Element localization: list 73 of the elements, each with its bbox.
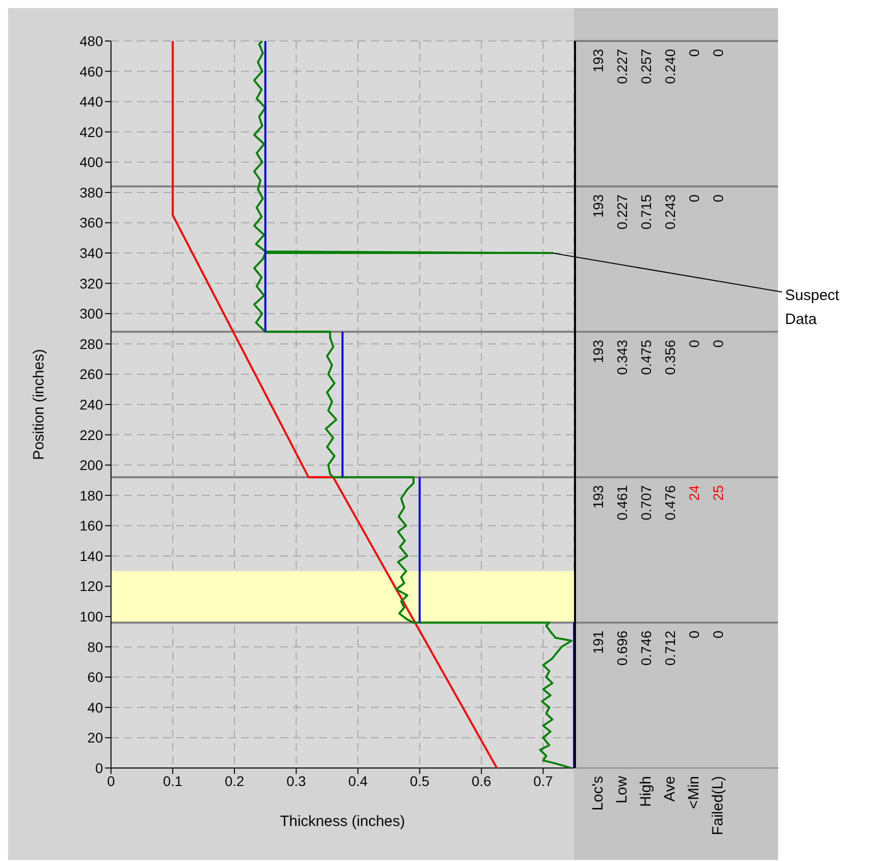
- text: 0.475: [638, 340, 654, 375]
- y-tick-label: 420: [80, 124, 104, 140]
- text: 0.343: [614, 340, 630, 375]
- y-tick-label: 80: [87, 638, 104, 655]
- y-tick-label: 260: [80, 366, 104, 382]
- text: 0.461: [614, 485, 630, 520]
- text: 0.476: [662, 485, 678, 520]
- category-label: Failed(L): [710, 776, 726, 836]
- text: 0.746: [638, 630, 654, 666]
- text: 193: [590, 49, 606, 72]
- y-axis-title: Position (inches): [30, 349, 48, 460]
- category-label: Loc's: [590, 776, 606, 811]
- x-tick-label: 0.1: [163, 772, 183, 789]
- text: 0: [710, 340, 726, 348]
- y-tick-label: 240: [80, 396, 104, 412]
- text: 0: [686, 340, 702, 348]
- y-tick-label: 400: [80, 154, 104, 170]
- y-tick-label: 380: [80, 184, 104, 200]
- text: 0.227: [614, 194, 630, 230]
- y-tick-label: 180: [80, 487, 104, 504]
- y-tick-label: 300: [80, 306, 104, 322]
- y-tick-label: 200: [80, 457, 104, 474]
- y-tick-label: 360: [80, 214, 104, 231]
- annotation: Suspect Data: [785, 287, 840, 328]
- y-tick-label: 40: [87, 699, 104, 716]
- y-tick-label: 160: [80, 518, 104, 534]
- y-tick-label: 0: [95, 760, 104, 776]
- y-tick-label: 120: [80, 578, 104, 594]
- text: 0.707: [638, 485, 654, 520]
- y-tick-label: 280: [80, 336, 104, 352]
- text: 0: [710, 49, 726, 57]
- x-tick-label: 0.5: [410, 772, 430, 789]
- category-label: Low: [614, 776, 630, 804]
- text: 0.240: [662, 49, 678, 84]
- text: 193: [590, 194, 606, 218]
- y-tick-label: 320: [80, 275, 104, 292]
- x-axis-title: Thickness (inches): [280, 813, 406, 830]
- text: 0.712: [662, 630, 678, 666]
- text: 191: [590, 630, 606, 654]
- y-tick-label: 140: [80, 548, 104, 564]
- x-tick-label: 0.7: [533, 772, 554, 789]
- y-tick-label: 20: [87, 730, 104, 746]
- x-tick-label: 0.3: [286, 772, 306, 789]
- category-label: <Min: [686, 776, 702, 809]
- text: 193: [590, 485, 606, 509]
- text: 0.356: [662, 340, 678, 375]
- x-tick-label: 0.2: [224, 772, 244, 789]
- y-tick-label: 220: [80, 426, 104, 443]
- x-tick-label: 0.4: [348, 772, 368, 789]
- text: 0.227: [614, 49, 630, 84]
- text: 0: [710, 630, 726, 638]
- y-tick-label: 460: [80, 63, 104, 80]
- category-label: Ave: [662, 776, 678, 802]
- text: 24: [686, 485, 702, 501]
- text: 0: [686, 630, 702, 638]
- text: 0.696: [614, 630, 630, 666]
- y-tick-label: 440: [80, 94, 104, 110]
- text: 0.243: [662, 194, 678, 230]
- text: 0: [686, 194, 702, 202]
- y-tick-label: 480: [80, 32, 104, 49]
- text: 0: [710, 194, 726, 202]
- text: 0: [686, 49, 702, 57]
- y-tick-label: 100: [80, 608, 104, 625]
- y-tick-label: 60: [87, 669, 104, 686]
- text: 0.257: [638, 49, 654, 84]
- category-label: High: [638, 776, 654, 807]
- x-tick-label: 0.6: [472, 772, 492, 789]
- line-series: [172, 41, 498, 768]
- text: 193: [590, 340, 606, 364]
- text: 25: [710, 485, 726, 501]
- x-tick-label: 0: [107, 772, 116, 789]
- text: 0.715: [638, 194, 654, 230]
- y-tick-label: 340: [80, 245, 104, 262]
